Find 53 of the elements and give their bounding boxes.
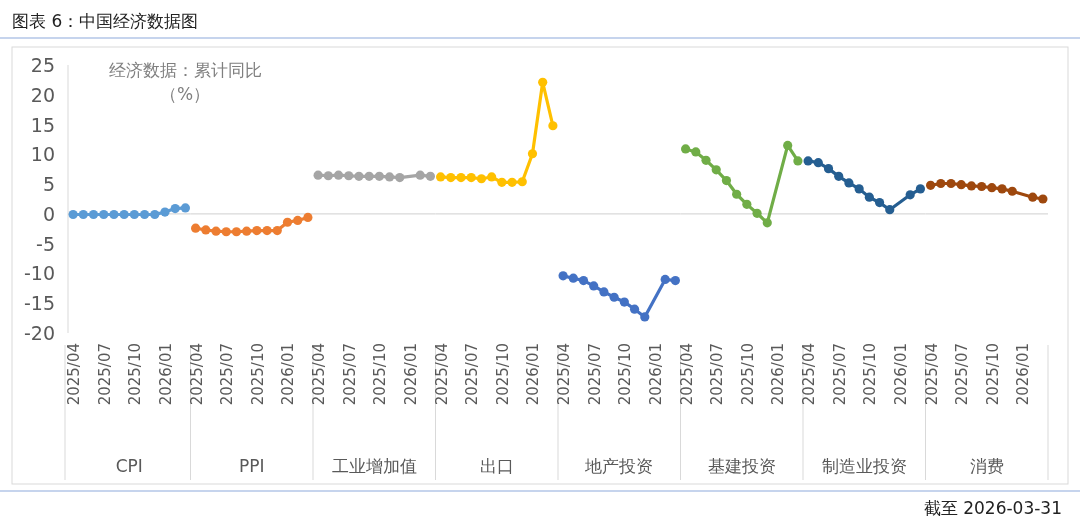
x-axis-title: PPI: [238, 456, 265, 476]
x-tick-label: 2025/10: [861, 343, 880, 406]
x-axis-title: 消费: [969, 456, 1004, 476]
y-tick-label: -5: [36, 232, 55, 255]
x-tick-label: 2025/10: [493, 343, 512, 406]
x-tick-label: 2025/10: [248, 343, 267, 406]
x-tick-label: 2026/01: [891, 343, 910, 406]
x-tick-label: 2025/04: [800, 343, 819, 406]
x-tick-label: 2025/04: [922, 343, 941, 406]
x-tick-label: 2026/01: [646, 343, 665, 406]
x-axis-title: 基建投资: [707, 456, 776, 476]
x-tick-label: 2026/01: [1014, 343, 1033, 406]
x-tick-label: 2025/04: [310, 343, 329, 406]
x-tick-label: 2025/07: [218, 343, 237, 406]
x-tick-label: 2025/04: [187, 343, 206, 406]
x-tick-label: 2025/07: [585, 343, 604, 406]
x-tick-label: 2025/07: [95, 343, 114, 406]
x-tick-label: 2025/04: [432, 343, 451, 406]
x-axis-title: 工业增加值: [331, 456, 417, 476]
y-tick-label: -15: [23, 292, 55, 315]
x-tick-label: 2025/04: [555, 343, 574, 406]
x-tick-label: 2025/07: [708, 343, 727, 406]
y-tick-label: 15: [30, 113, 55, 136]
x-axis-title: CPI: [115, 456, 143, 476]
x-tick-label: 2026/01: [524, 343, 543, 406]
x-tick-label: 2025/10: [616, 343, 635, 406]
y-tick-label: -20: [23, 322, 55, 344]
chart-title: 图表 6：中国经济数据图: [12, 11, 199, 31]
x-tick-label: 2025/07: [340, 343, 359, 406]
x-tick-label: 2026/01: [279, 343, 298, 406]
annotation: 经济数据：累计同比（%）: [108, 60, 262, 104]
x-tick-label: 2026/01: [156, 343, 175, 406]
y-tick-label: 5: [42, 173, 55, 196]
x-tick-label: 2025/07: [953, 343, 972, 406]
x-tick-label: 2025/04: [65, 343, 84, 406]
y-tick-label: 20: [30, 83, 55, 106]
x-axis-title: 地产投资: [584, 456, 654, 476]
y-tick-label: 25: [30, 54, 55, 76]
x-tick-label: 2025/10: [738, 343, 757, 406]
y-tick-label: 10: [30, 143, 55, 166]
x-tick-label: 2025/10: [983, 343, 1002, 406]
x-axis-title: 制造业投资: [821, 456, 907, 476]
x-tick-label: 2025/10: [126, 343, 145, 406]
x-tick-label: 2025/04: [677, 343, 696, 406]
x-tick-label: 2025/10: [371, 343, 390, 406]
x-tick-label: 2026/01: [401, 343, 420, 406]
x-tick-label: 2026/01: [769, 343, 788, 406]
y-tick-label: -10: [23, 262, 55, 285]
x-axis-title: 出口: [479, 456, 514, 476]
x-tick-label: 2025/07: [830, 343, 849, 406]
y-tick-label: 0: [42, 202, 55, 225]
x-tick-label: 2025/07: [463, 343, 482, 406]
text: 截至 2026-03-31: [923, 498, 1062, 518]
